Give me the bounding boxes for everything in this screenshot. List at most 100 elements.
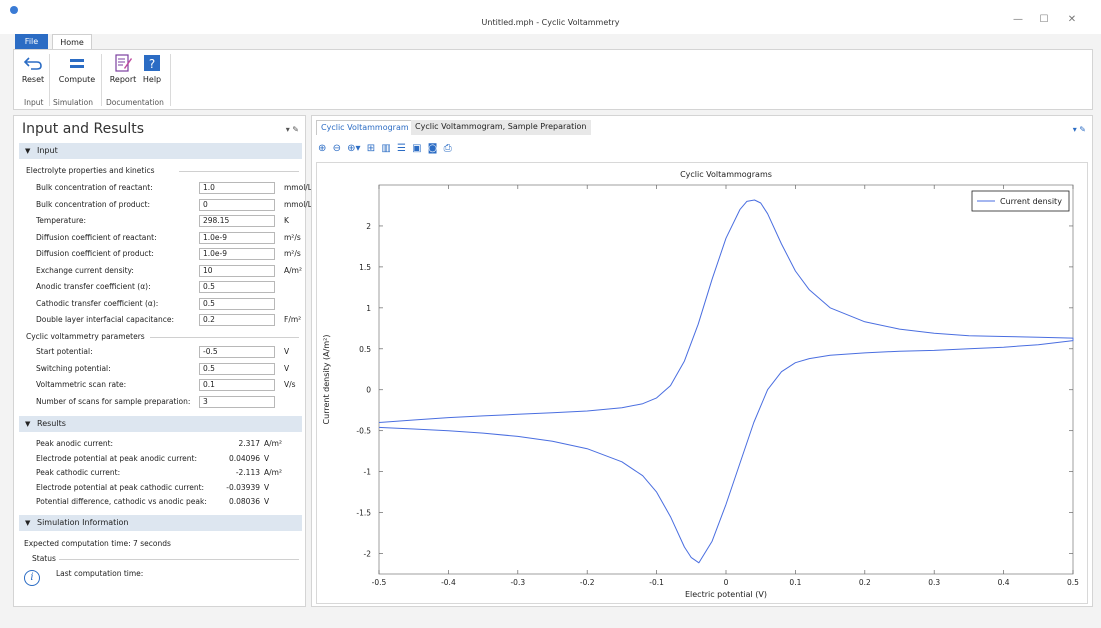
- param-label: Exchange current density:: [36, 265, 134, 275]
- help-icon: ?: [144, 55, 160, 71]
- graphics-toolbar: ⊕ ⊖ ⊕▾ ⊞ ▥ ☰ ▣ ◙ ⎙: [318, 143, 455, 157]
- compute-equals-icon: [70, 59, 84, 68]
- input-section-label: Input: [37, 146, 58, 155]
- close-button[interactable]: ✕: [1067, 14, 1077, 25]
- app-icon: [10, 6, 18, 14]
- help-button[interactable]: ? Help: [140, 54, 164, 84]
- param-input[interactable]: 0.5: [199, 297, 275, 310]
- param-label: Number of scans for sample preparation:: [36, 396, 191, 406]
- result-label: Peak anodic current:: [36, 439, 114, 448]
- zoom-extents-icon[interactable]: ⊞: [366, 143, 376, 154]
- ribbon-tabs: File Home: [0, 34, 1101, 50]
- divider: [179, 171, 299, 172]
- zoom-box-icon[interactable]: ⊕▾: [347, 143, 361, 154]
- report-icon: [115, 54, 132, 72]
- input-section-header[interactable]: ▼ Input: [19, 143, 302, 159]
- result-value: 0.04096: [228, 453, 260, 463]
- chart-title: Cyclic Voltammograms: [680, 170, 772, 179]
- result-label: Electrode potential at peak cathodic cur…: [36, 482, 205, 492]
- tab-sample-preparation[interactable]: Cyclic Voltammogram, Sample Preparation: [411, 120, 591, 135]
- y-tick-label: 2: [366, 222, 371, 231]
- y-tick-label: -1.5: [356, 509, 371, 518]
- param-input[interactable]: 3: [199, 395, 275, 408]
- minimize-button[interactable]: —: [1013, 14, 1023, 25]
- compute-button[interactable]: Compute: [56, 54, 98, 84]
- x-tick-label: -0.1: [649, 578, 664, 587]
- group-separator: [49, 54, 50, 106]
- report-button[interactable]: Report: [108, 54, 138, 84]
- reset-button[interactable]: Reset: [20, 54, 46, 84]
- table-icon[interactable]: ☰: [396, 143, 406, 154]
- param-input[interactable]: 0.1: [199, 379, 275, 391]
- x-tick-label: 0: [724, 578, 729, 587]
- result-unit: A/m²: [264, 439, 282, 448]
- param-input[interactable]: 0.5: [199, 281, 275, 293]
- y-tick-label: -1: [364, 468, 372, 477]
- expected-computation-time: Expected computation time: 7 seconds: [24, 539, 171, 548]
- reset-label: Reset: [21, 75, 45, 84]
- legend-label: Current density: [1000, 197, 1062, 206]
- param-input[interactable]: 10: [199, 264, 275, 277]
- divider: [150, 337, 299, 338]
- legend-icon[interactable]: ▣: [412, 143, 422, 154]
- results-section-label: Results: [37, 419, 66, 428]
- param-input[interactable]: 1.0e-9: [199, 248, 275, 260]
- tab-home[interactable]: Home: [52, 34, 92, 50]
- camera-icon[interactable]: ◙: [427, 143, 438, 154]
- plot-area[interactable]: Cyclic Voltammograms -0.5 -0.4 -0.3 -0.2 -0.1…: [316, 162, 1088, 604]
- y-tick-label: 1: [366, 304, 371, 313]
- input-results-panel: Input and Results ▾ ✎ ▼ Input Electrolyt…: [13, 115, 312, 607]
- cv-chart: Cyclic Voltammograms -0.5 -0.4 -0.3 -0.2 -0.1…: [322, 170, 1079, 599]
- panel-menu-icon[interactable]: ▾ ✎: [1072, 125, 1086, 134]
- param-input[interactable]: 0: [199, 198, 275, 211]
- simulation-info-header[interactable]: ▼ Simulation Information: [19, 515, 302, 531]
- zoom-out-icon[interactable]: ⊖: [332, 143, 341, 154]
- param-unit: A/m²: [284, 265, 302, 275]
- param-label: Anodic transfer coefficient (α):: [36, 282, 151, 291]
- param-input[interactable]: -0.5: [199, 346, 275, 358]
- x-tick-label: 0.4: [998, 578, 1010, 587]
- param-label: Cathodic transfer coefficient (α):: [36, 298, 159, 308]
- param-input[interactable]: 298.15: [199, 215, 275, 227]
- tab-file[interactable]: File: [15, 34, 48, 49]
- param-unit: m²/s: [284, 232, 301, 242]
- zoom-in-icon[interactable]: ⊕: [318, 143, 327, 154]
- param-label: Start potential:: [36, 347, 93, 356]
- param-unit: m²/s: [284, 249, 301, 258]
- result-label: Peak cathodic current:: [36, 468, 121, 477]
- result-unit: V: [264, 482, 270, 492]
- grid-lines-icon[interactable]: ▥: [381, 143, 391, 154]
- param-label: Switching potential:: [36, 363, 111, 373]
- param-input[interactable]: 1.0e-9: [199, 231, 275, 244]
- param-label: Diffusion coefficient of reactant:: [36, 232, 157, 242]
- compute-label: Compute: [58, 75, 96, 84]
- maximize-button[interactable]: ☐: [1039, 14, 1049, 25]
- electrolyte-header: Electrolyte properties and kinetics: [26, 166, 155, 175]
- group-input-label: Input: [24, 98, 44, 107]
- param-input[interactable]: 1.0: [199, 182, 275, 194]
- tab-cyclic-voltammogram[interactable]: Cyclic Voltammogram: [316, 120, 414, 135]
- collapse-triangle-icon: ▼: [25, 519, 31, 527]
- info-icon: i: [24, 570, 40, 586]
- x-tick-label: -0.4: [441, 578, 456, 587]
- collapse-triangle-icon: ▼: [25, 420, 31, 428]
- y-tick-label: -2: [364, 550, 372, 559]
- window-title: Untitled.mph - Cyclic Voltammetry: [481, 18, 620, 27]
- svg-text:?: ?: [149, 57, 155, 71]
- param-unit: V: [284, 347, 290, 356]
- divider: [59, 559, 299, 560]
- undo-arrow-icon: [23, 57, 42, 70]
- result-label: Potential difference, cathodic vs anodic…: [36, 497, 207, 506]
- result-value: -2.113: [235, 468, 260, 477]
- series-line-current-density: [378, 199, 1074, 564]
- print-icon[interactable]: ⎙: [443, 143, 452, 154]
- param-unit: V: [284, 363, 290, 373]
- panel-pin-icon[interactable]: ▾ ✎: [285, 125, 299, 134]
- param-input[interactable]: 0.2: [199, 314, 275, 326]
- plot-frame: [378, 184, 1074, 575]
- results-section-header[interactable]: ▼ Results: [19, 416, 302, 432]
- cv-params-header: Cyclic voltammetry parameters: [26, 332, 145, 341]
- param-label: Temperature:: [36, 216, 87, 225]
- param-input[interactable]: 0.5: [199, 362, 275, 375]
- param-unit: mmol/L: [284, 183, 312, 192]
